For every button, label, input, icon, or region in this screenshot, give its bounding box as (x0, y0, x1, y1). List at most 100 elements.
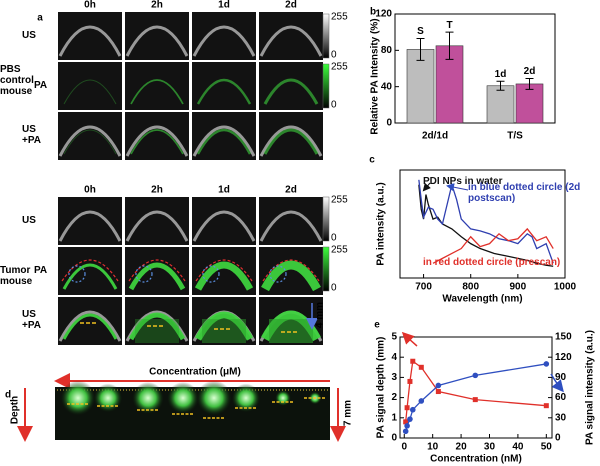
us-arc (192, 125, 256, 157)
red-roi (262, 259, 320, 282)
pa-signal (128, 312, 186, 341)
red-roi (61, 259, 119, 282)
pa-signal (62, 263, 118, 290)
image-panel (259, 62, 323, 110)
bar-label: S (417, 26, 424, 37)
panel-label: b (370, 7, 376, 18)
marker (404, 423, 410, 429)
marker (403, 419, 409, 425)
x-tick-label: 1000 (554, 282, 577, 293)
error-bar (445, 31, 454, 60)
panel-d-xlabel: Concentration (μM) (149, 367, 241, 378)
series-line (405, 360, 547, 422)
series-line (418, 179, 554, 264)
colorbar (322, 196, 330, 242)
pa-fill (135, 319, 179, 343)
x-tick-label: 800 (462, 282, 479, 293)
image-panel (192, 112, 256, 160)
panel-d-ylabel: Depth (10, 396, 21, 424)
pa-signal (196, 78, 252, 105)
x-tick-label: 20 (456, 442, 468, 453)
pa-signal (263, 78, 319, 105)
x-tick-label: 900 (510, 282, 527, 293)
panel-label: a (37, 13, 43, 24)
time-label: 0h (84, 0, 96, 11)
pa-blob (93, 383, 123, 413)
bar (515, 83, 544, 124)
us-arc (192, 25, 256, 57)
x-tick-label: 2d/1d (422, 131, 448, 142)
x-tick-label: 40 (512, 442, 524, 453)
row-label: PA (34, 80, 48, 91)
pa-signal (261, 260, 321, 292)
y-tick-label: 0 (555, 433, 561, 444)
marker (402, 428, 409, 435)
time-label: 0h (84, 185, 96, 196)
marker (418, 398, 425, 404)
y-tick-label: 2 (391, 392, 397, 403)
marker (435, 382, 442, 389)
image-panel (192, 62, 256, 110)
row-label: US (22, 30, 36, 41)
image-panel (125, 297, 189, 345)
plot-frame (394, 13, 556, 124)
image-panel (125, 12, 189, 60)
colorbar-tick-label: 0 (331, 283, 337, 294)
us-arc (58, 25, 122, 57)
marker (543, 361, 550, 367)
image-panel (259, 112, 323, 160)
bar-label: 1d (495, 69, 507, 80)
time-label: 2d (285, 0, 297, 11)
image-panel (58, 12, 122, 60)
error-bar (496, 80, 505, 91)
us-arc (125, 125, 189, 157)
blue-roi (135, 265, 153, 283)
panel-label: e (374, 320, 380, 331)
image-panel (58, 247, 122, 295)
x-tick-label: 0 (401, 442, 407, 453)
y-tick-label: 0 (391, 433, 397, 444)
x-tick-label: T/S (507, 131, 523, 142)
x-tick-label: 700 (415, 282, 432, 293)
group-label: Tumor mouse (0, 265, 33, 287)
image-panel (58, 112, 122, 160)
pa-signal (263, 128, 319, 155)
x-axis-label: Wavelength (nm) (442, 294, 522, 305)
image-panel (58, 197, 122, 245)
us-arc (58, 210, 122, 242)
marker (472, 372, 479, 379)
us-arc (58, 125, 122, 157)
marker (472, 397, 478, 403)
pa-blob (196, 380, 232, 416)
marker (407, 416, 413, 422)
group-label: PBS control mouse (0, 64, 34, 97)
marker (435, 389, 441, 395)
panel-label: c (369, 155, 375, 166)
image-panel (192, 197, 256, 245)
y-axis-label: PA intensity (a.u.) (376, 182, 387, 265)
pa-blob (132, 382, 164, 414)
marker (410, 358, 416, 364)
pa-fill (269, 319, 313, 343)
pa-blob (275, 390, 291, 406)
series-label: in blue dotted circle (2d postscan) (468, 182, 581, 204)
y-axis-label: Relative PA Intensity (%) (370, 18, 381, 134)
marker (543, 403, 549, 409)
y-tick-label: 5 (391, 332, 397, 343)
series-label: in red dotted circle (prescan) (423, 257, 561, 268)
pa-blob (167, 382, 199, 414)
colorbar (322, 13, 330, 59)
y-tick-label: 1 (391, 412, 397, 423)
plot-frame (399, 336, 553, 439)
image-panel (125, 247, 189, 295)
series-line (418, 184, 554, 267)
red-roi (128, 259, 186, 282)
y-tick-label: 30 (555, 412, 567, 423)
marker (418, 364, 424, 370)
marker (404, 405, 410, 411)
y-tick-label: 150 (555, 332, 572, 343)
pa-signal (63, 79, 117, 105)
axis-pointer (550, 373, 564, 393)
row-label: US (22, 215, 36, 226)
